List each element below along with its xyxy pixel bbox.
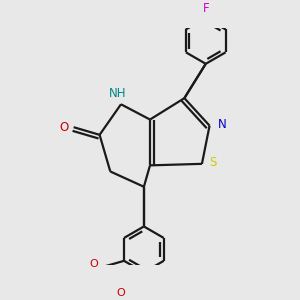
Text: N: N xyxy=(218,118,226,130)
Text: O: O xyxy=(59,121,68,134)
Text: O: O xyxy=(117,288,125,298)
Text: O: O xyxy=(89,259,98,269)
Text: F: F xyxy=(202,2,209,15)
Text: NH: NH xyxy=(109,87,127,100)
Text: S: S xyxy=(209,156,216,169)
